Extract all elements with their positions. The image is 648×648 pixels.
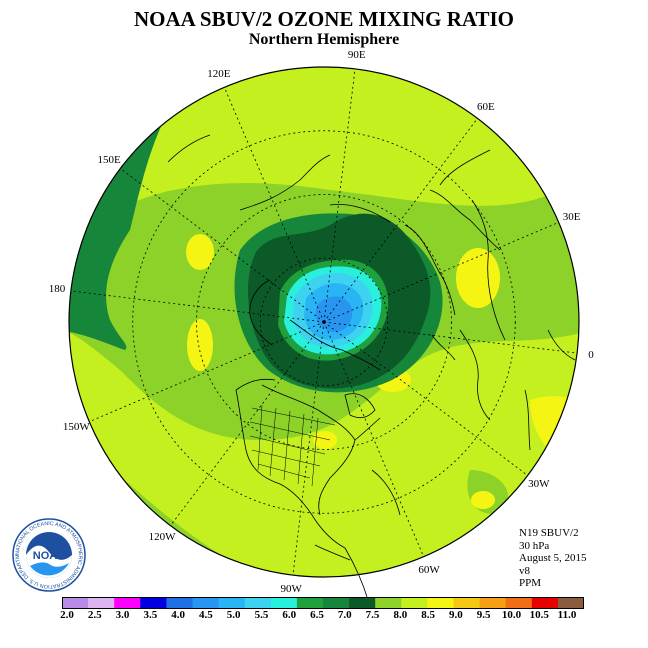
colorbar-tick-label: 2.5 <box>87 609 102 621</box>
info-level: 30 hPa <box>519 539 550 552</box>
coastlines <box>167 134 576 601</box>
colorbar-tick-label: 8.5 <box>421 609 435 621</box>
colorbar-swatch <box>296 597 324 609</box>
logo-text: NOAA <box>33 550 65 562</box>
longitude-label: 90E <box>347 49 366 61</box>
colorbar-tick-label: 11.0 <box>557 609 577 621</box>
colorbar-swatch <box>479 597 506 609</box>
colorbar-tick-label: 8.0 <box>393 609 408 621</box>
info-units: PPM <box>519 577 542 589</box>
ozone-field <box>69 67 579 577</box>
colorbar-tick-label: 9.5 <box>476 609 491 621</box>
longitude-label: 150E <box>97 154 121 167</box>
info-block: N19 SBUV/2 30 hPa August 5, 2015 v8 PPM <box>519 527 587 590</box>
colorbar-tick-label: 5.5 <box>254 609 269 621</box>
info-satellite: N19 SBUV/2 <box>519 527 579 539</box>
colorbar-tick-label: 10.0 <box>501 609 522 621</box>
colorbar-swatch <box>557 597 584 609</box>
colorbar-border <box>62 597 584 609</box>
colorbar-swatch <box>323 597 350 609</box>
colorbar-tick-label: 7.0 <box>337 609 352 621</box>
colorbar <box>62 597 584 609</box>
colorbar-swatch <box>88 597 115 609</box>
longitude-label: 180 <box>48 283 66 296</box>
colorbar-swatch <box>375 597 402 609</box>
colorbar-tick-label: 4.0 <box>171 609 185 621</box>
colorbar-swatch <box>114 597 141 609</box>
colorbar-tick-label: 3.0 <box>115 609 130 621</box>
colorbar-tick-label: 6.5 <box>310 609 324 621</box>
latitude-circle <box>259 257 389 387</box>
longitude-label: 60E <box>477 101 495 114</box>
longitude-label: 0 <box>588 348 594 361</box>
colorbar-swatch <box>244 597 272 609</box>
latitude-circle <box>196 194 452 450</box>
colorbar-tick-label: 6.0 <box>282 609 297 621</box>
colorbar-tick-label: 9.0 <box>449 609 463 621</box>
colorbar-swatch <box>270 597 298 609</box>
map-subtitle: Northern Hemisphere <box>248 31 400 48</box>
longitude-label: 60W <box>418 563 440 576</box>
info-version: v8 <box>519 564 530 577</box>
colorbar-tick-label: 5.0 <box>226 609 241 621</box>
noaa-logo: NATIONAL OCEANIC AND ATMOSPHERIC ADMINIS… <box>12 518 86 592</box>
us-state-lines <box>249 404 336 487</box>
colorbar-swatch <box>62 597 89 609</box>
map-border <box>68 66 580 578</box>
longitude-label: 120E <box>207 68 231 81</box>
colorbar-swatch <box>427 597 454 609</box>
colorbar-swatch <box>192 597 219 609</box>
colorbar-swatch <box>531 597 559 609</box>
colorbar-swatch <box>401 597 428 609</box>
colorbar-swatch <box>218 597 245 609</box>
longitude-label: 120W <box>148 530 176 543</box>
graticule <box>70 68 578 576</box>
colorbar-tick-label: 7.5 <box>365 609 380 621</box>
colorbar-tick-label: 4.5 <box>199 609 213 621</box>
longitude-label: 150W <box>62 421 90 434</box>
colorbar-tick-label: 10.5 <box>529 609 549 621</box>
longitude-label: 30E <box>562 210 581 223</box>
longitude-label: 30W <box>528 477 550 490</box>
colorbar-swatch <box>453 597 480 609</box>
longitude-label: 90W <box>280 582 302 595</box>
colorbar-swatch <box>166 597 193 609</box>
colorbar-swatch <box>140 597 167 609</box>
latitude-circle <box>132 130 516 514</box>
info-date: August 5, 2015 <box>519 552 587 564</box>
colorbar-swatch <box>505 597 533 609</box>
map-title: NOAA SBUV/2 OZONE MIXING RATIO <box>134 7 514 31</box>
colorbar-swatch <box>349 597 376 609</box>
colorbar-tick-label: 3.5 <box>143 609 158 621</box>
colorbar-tick-label: 2.0 <box>60 609 74 621</box>
